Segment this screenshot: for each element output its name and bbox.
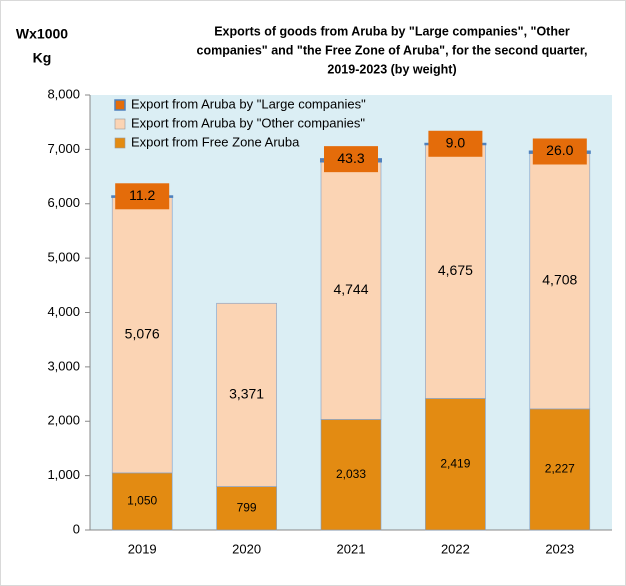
data-label: 9.0 [446, 134, 466, 150]
legend-label: Export from Aruba by "Other companies" [131, 115, 365, 130]
bar-segment [529, 152, 591, 410]
bar-segment [425, 398, 486, 531]
data-label: 4,675 [438, 262, 473, 278]
y-tick-label: 1,000 [47, 467, 80, 482]
x-tick-label: 2020 [232, 541, 261, 556]
y-tick-label: 2,000 [47, 413, 80, 428]
x-tick-label: 2023 [545, 541, 574, 556]
data-label: 11.2 [129, 187, 155, 203]
label-box [324, 146, 378, 173]
bar-segment [320, 419, 382, 531]
data-label: 4,708 [542, 272, 577, 288]
x-tick-label: 2021 [337, 541, 366, 556]
legend-swatch [114, 99, 126, 111]
bar-segment [216, 302, 277, 487]
x-tick-label: 2022 [441, 541, 470, 556]
legend-label: Export from Free Zone Aruba [131, 134, 300, 149]
data-label: 4,744 [333, 281, 368, 297]
bar-segment [111, 472, 173, 531]
y-tick-label: 6,000 [47, 195, 80, 210]
legend-label: Export from Aruba by "Large companies" [131, 96, 366, 111]
label-box [428, 130, 483, 157]
data-label: 26.0 [546, 142, 573, 158]
legend-swatch [114, 137, 126, 149]
y-tick-label: 0 [73, 521, 80, 536]
data-label: 43.3 [337, 150, 364, 166]
data-label: 1,050 [127, 494, 157, 508]
data-label: 2,419 [440, 456, 470, 470]
y-tick-label: 4,000 [47, 304, 80, 319]
bar-segment [529, 408, 591, 531]
legend-swatch [114, 118, 126, 130]
chart-title: 2019-2023 (by weight) [327, 62, 456, 76]
y-axis-label: Wx1000 [16, 26, 68, 42]
bar-segment [320, 161, 382, 420]
y-tick-label: 5,000 [47, 250, 80, 265]
y-axis-label: Kg [33, 50, 52, 66]
y-tick-label: 7,000 [47, 141, 80, 156]
data-label: 5,076 [125, 326, 160, 342]
data-label: 2,033 [336, 467, 366, 481]
data-label: 799 [237, 500, 257, 514]
bar-segment [425, 143, 486, 399]
y-tick-label: 8,000 [47, 86, 80, 101]
bar-segment [216, 486, 277, 531]
label-box [532, 138, 587, 165]
data-label: 3,371 [229, 386, 264, 402]
x-tick-label: 2019 [128, 541, 157, 556]
data-label: 2,227 [545, 462, 575, 476]
label-box [115, 183, 170, 210]
chart-title: Exports of goods from Aruba by "Large co… [214, 24, 570, 38]
chart-title: companies" and "the Free Zone of Aruba",… [197, 43, 588, 57]
bar-segment [111, 196, 173, 474]
y-tick-label: 3,000 [47, 358, 80, 373]
